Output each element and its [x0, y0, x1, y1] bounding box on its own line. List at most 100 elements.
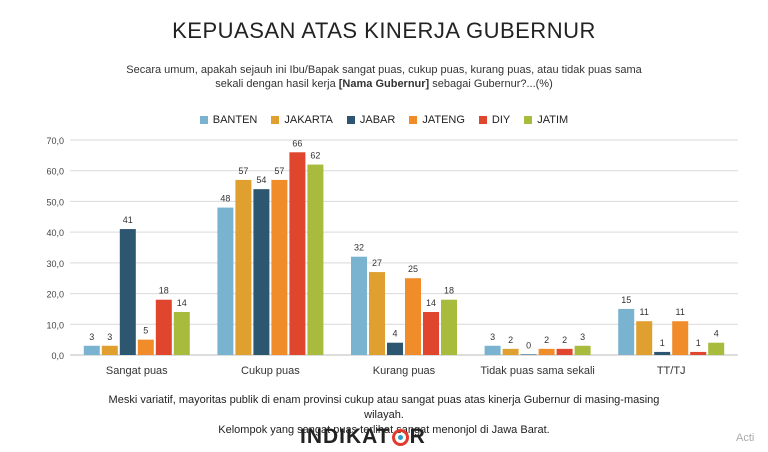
- data-label: 15: [621, 295, 631, 305]
- legend-item-jabar: JABAR: [346, 114, 396, 126]
- indikator-logo: INDIKAT R: [300, 425, 470, 448]
- bar: [520, 354, 537, 355]
- bar: [484, 345, 501, 355]
- data-label: 2: [544, 335, 549, 345]
- y-tick-label: 50,0: [46, 197, 64, 207]
- bar: [423, 312, 439, 355]
- bar: [307, 164, 324, 355]
- legend-item-jateng: JATENG: [409, 114, 465, 126]
- data-label: 4: [714, 329, 719, 339]
- activation-watermark: Acti: [736, 432, 755, 444]
- subtitle-bold: [Nama Gubernur]: [338, 78, 430, 90]
- y-tick-label: 20,0: [46, 290, 64, 300]
- bar: [387, 342, 403, 355]
- y-tick-label: 70,0: [46, 136, 64, 146]
- bar: [708, 342, 725, 355]
- category-label: TT/TJ: [657, 365, 686, 377]
- data-label: 4: [392, 329, 397, 339]
- data-label: 11: [640, 307, 649, 317]
- bar: [235, 179, 252, 355]
- data-label: 3: [490, 332, 495, 342]
- subtitle-pre: sekali dengan hasil kerja: [215, 78, 336, 90]
- footnote: Meski variatif, mayoritas publik di enam…: [90, 393, 678, 438]
- bar: [173, 312, 190, 355]
- y-tick-label: 0,0: [51, 351, 64, 361]
- legend-swatch: [271, 116, 280, 124]
- bar: [271, 179, 288, 355]
- legend-label: JAKARTA: [284, 114, 333, 126]
- data-label: 14: [426, 298, 436, 308]
- bar: [351, 256, 367, 355]
- bar: [119, 229, 136, 355]
- bar: [217, 207, 234, 355]
- logo-text-before: INDIKAT: [300, 425, 391, 448]
- data-label: 2: [508, 335, 513, 345]
- logo-text-after: R: [409, 425, 426, 448]
- footnote-line-2: Kelompok yang sangat puas terlihat sanga…: [218, 424, 550, 436]
- logo-o-icon: [391, 428, 409, 446]
- data-label: 5: [143, 326, 148, 336]
- data-label: 57: [274, 166, 284, 176]
- data-label: 0: [526, 340, 531, 350]
- chart-legend: BANTEN JAKARTA JABAR JATENG DIY JATIM: [0, 114, 768, 126]
- legend-swatch: [478, 116, 487, 124]
- legend-swatch: [346, 116, 355, 124]
- bar: [556, 348, 573, 355]
- legend-item-banten: BANTEN: [199, 114, 258, 126]
- bar: [690, 351, 707, 355]
- data-label: 54: [256, 175, 266, 185]
- data-label: 2: [562, 335, 567, 345]
- bar: [405, 278, 421, 355]
- data-label: 62: [310, 151, 320, 161]
- subtitle-line-1: Secara umum, apakah sejauh ini Ibu/Bapak…: [126, 64, 642, 76]
- bar: [101, 345, 118, 355]
- bar: [155, 299, 172, 355]
- bar: [369, 272, 385, 355]
- chart-title: KEPUASAN ATAS KINERJA GUBERNUR: [172, 18, 596, 43]
- data-label: 18: [159, 286, 169, 296]
- bar: [441, 299, 457, 355]
- bar: [538, 348, 555, 355]
- y-tick-label: 40,0: [46, 228, 64, 238]
- legend-label: DIY: [491, 114, 511, 126]
- category-label: Tidak puas sama sekali: [480, 365, 595, 377]
- legend-swatch: [199, 116, 208, 124]
- bar: [137, 339, 154, 355]
- data-label: 11: [676, 307, 685, 317]
- legend-item-jatim: JATIM: [524, 114, 568, 126]
- data-label: 14: [177, 298, 187, 308]
- bar: [289, 152, 306, 355]
- bar-chart: 0,010,020,030,040,050,060,070,03 34151814…: [46, 136, 738, 377]
- legend-label: JABAR: [359, 114, 396, 126]
- chart-subtitle: Secara umum, apakah sejauh ini Ibu/Bapak…: [84, 63, 684, 91]
- footnote-line-1: Meski variatif, mayoritas publik di enam…: [108, 394, 660, 421]
- bar: [636, 321, 653, 355]
- data-label: 66: [292, 138, 302, 148]
- data-label: 27: [372, 258, 382, 268]
- bar: [672, 321, 689, 355]
- y-tick-label: 10,0: [46, 320, 64, 330]
- category-label: Cukup puas: [241, 365, 300, 377]
- subtitle-post: sebagai Gubernur?...(%): [432, 78, 553, 90]
- data-label: 3: [107, 332, 112, 342]
- bar: [83, 345, 100, 355]
- y-tick-label: 30,0: [46, 259, 64, 269]
- data-label: 57: [238, 166, 248, 176]
- data-label: 1: [696, 338, 701, 348]
- data-label: 48: [220, 194, 230, 204]
- data-label: 41: [123, 215, 133, 225]
- bar: [253, 189, 270, 355]
- legend-label: JATENG: [422, 114, 465, 126]
- category-label: Kurang puas: [373, 365, 436, 377]
- bar: [618, 308, 635, 355]
- legend-label: BANTEN: [212, 114, 258, 126]
- data-label: 1: [660, 338, 665, 348]
- data-label: 3: [89, 332, 94, 342]
- y-tick-label: 60,0: [46, 167, 64, 177]
- bar: [574, 345, 591, 355]
- legend-item-diy: DIY: [478, 114, 511, 126]
- category-label: Sangat puas: [106, 365, 168, 377]
- data-label: 25: [408, 264, 418, 274]
- legend-label: JATIM: [537, 114, 569, 126]
- data-label: 32: [354, 243, 364, 253]
